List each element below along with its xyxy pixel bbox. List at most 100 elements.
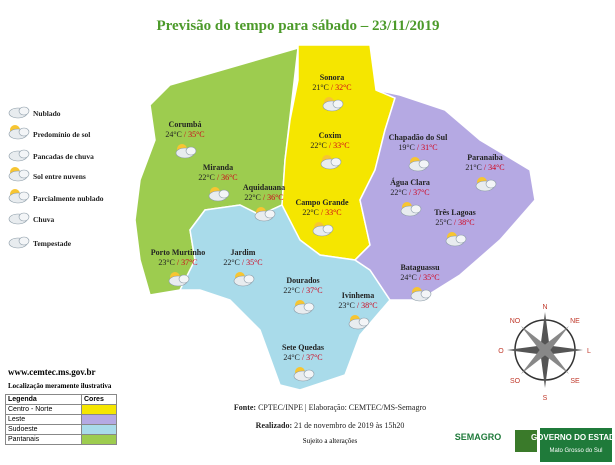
city-name: Sonora xyxy=(320,73,344,82)
city-temp: 22°C/37°C xyxy=(283,286,322,295)
legend-row: Sudoeste xyxy=(5,424,117,435)
legend-table: Legenda Cores Centro - Norte Leste Sudoeste P… xyxy=(5,394,117,445)
compass-label: S xyxy=(543,395,548,402)
subject: Sujeito a alterações xyxy=(303,437,358,445)
legend-swatch xyxy=(81,424,117,435)
temp-separator: / xyxy=(417,143,420,152)
weather-icon xyxy=(8,212,30,225)
temp-max: 32°C xyxy=(335,83,352,92)
temp-separator: / xyxy=(184,130,187,139)
cloud xyxy=(264,209,276,219)
temp-separator: / xyxy=(263,193,266,202)
source-line: Fonte: CPTEC/INPE | Elaboração: CEMTEC/M… xyxy=(234,403,426,412)
cloud xyxy=(332,99,344,109)
temp-separator: / xyxy=(454,218,457,227)
title: Previsão do tempo para sábado – 23/11/20… xyxy=(156,18,439,34)
weather-icon xyxy=(312,222,334,237)
city-name: Jardim xyxy=(231,248,256,257)
weather-icon xyxy=(410,287,432,302)
logos: GOVERNO DO ESTADO Mato Grosso do Sul SEM… xyxy=(455,428,615,462)
temp-separator: / xyxy=(484,163,487,172)
city-name: Água Clara xyxy=(390,177,430,187)
weather-icon xyxy=(293,367,315,382)
weather-icon xyxy=(320,155,342,170)
city-temp: 24°C/35°C xyxy=(165,130,204,139)
city-temp: 24°C/35°C xyxy=(400,273,439,282)
city-name: Ivinhema xyxy=(342,291,374,300)
legend-header: Legenda Cores xyxy=(5,394,117,405)
region-leste xyxy=(353,89,536,301)
cloud xyxy=(18,127,30,137)
temp-max: 35°C xyxy=(188,130,205,139)
legend-row: Pantanais xyxy=(5,434,117,445)
cloud xyxy=(18,106,30,116)
temp-separator: / xyxy=(329,141,332,150)
cloud xyxy=(455,234,467,244)
cloud xyxy=(322,224,334,234)
temp-max: 33°C xyxy=(333,141,350,150)
temp-max: 35°C xyxy=(246,258,263,267)
weather-icon xyxy=(445,232,467,247)
city-name: Miranda xyxy=(203,163,233,172)
temp-min: 22°C xyxy=(390,188,407,197)
city-temp: 19°C/31°C xyxy=(398,143,437,152)
cloud xyxy=(418,159,430,169)
icon-legend-label: Predomínio de sol xyxy=(33,130,90,139)
legend-header-cell: Cores xyxy=(81,394,117,405)
temp-min: 24°C xyxy=(283,353,300,362)
weather-icon xyxy=(8,125,30,140)
weather-icon xyxy=(293,300,315,315)
temp-min: 22°C xyxy=(283,286,300,295)
weather-icon xyxy=(168,272,190,287)
weather-icon xyxy=(8,106,30,119)
city-name: Dourados xyxy=(286,276,319,285)
city-temp: 22°C/36°C xyxy=(244,193,283,202)
compass-label: SO xyxy=(510,378,521,385)
temp-separator: / xyxy=(242,258,245,267)
weather-icon xyxy=(475,177,497,192)
city-temp: 22°C/33°C xyxy=(310,141,349,150)
temp-separator: / xyxy=(302,353,305,362)
temp-min: 21°C xyxy=(312,83,329,92)
temp-max: 36°C xyxy=(221,173,238,182)
temp-min: 25°C xyxy=(435,218,452,227)
weather-icon xyxy=(254,207,276,222)
temp-max: 34°C xyxy=(488,163,505,172)
icon-legend-label: Chuva xyxy=(33,215,55,224)
temp-min: 24°C xyxy=(400,273,417,282)
state-logo: Mato Grosso do Sul xyxy=(549,448,602,454)
city-name: Coxim xyxy=(319,131,342,140)
gov-logo: GOVERNO DO ESTADO xyxy=(531,433,615,442)
city-name: Aquidauana xyxy=(243,183,285,192)
city-name: Sete Quedas xyxy=(282,343,324,352)
cloud xyxy=(18,169,30,179)
website: www.cemtec.ms.gov.br xyxy=(8,367,95,377)
temp-max: 37°C xyxy=(181,258,198,267)
city-temp: 21°C/34°C xyxy=(465,163,504,172)
temp-separator: / xyxy=(302,286,305,295)
city-name: Três Lagoas xyxy=(434,208,475,217)
source: CPTEC/INPE | Elaboração: CEMTEC/MS-Semag… xyxy=(258,403,426,412)
cloud xyxy=(18,191,30,201)
cloud xyxy=(18,149,30,159)
temp-max: 37°C xyxy=(306,286,323,295)
temp-separator: / xyxy=(177,258,180,267)
made-line: Realizado: 21 de novembro de 2019 às 15h… xyxy=(256,421,405,430)
city-name: Corumbá xyxy=(169,120,202,129)
regions xyxy=(134,44,536,391)
cloud xyxy=(185,146,197,156)
city-temp: 25°C/38°C xyxy=(435,218,474,227)
cloud xyxy=(485,179,497,189)
gov-emblem xyxy=(515,430,537,452)
compass-rose: N NE L SE S SO O NO xyxy=(498,304,591,402)
compass-label: NE xyxy=(570,318,580,325)
legend-row: Centro - Norte xyxy=(5,404,117,415)
weather-icon xyxy=(8,189,30,204)
legend-label: Centro - Norte xyxy=(5,404,82,415)
city-temp: 21°C/32°C xyxy=(312,83,351,92)
temp-separator: / xyxy=(409,188,412,197)
made-label: Realizado: xyxy=(256,421,292,430)
legend-swatch xyxy=(81,434,117,445)
